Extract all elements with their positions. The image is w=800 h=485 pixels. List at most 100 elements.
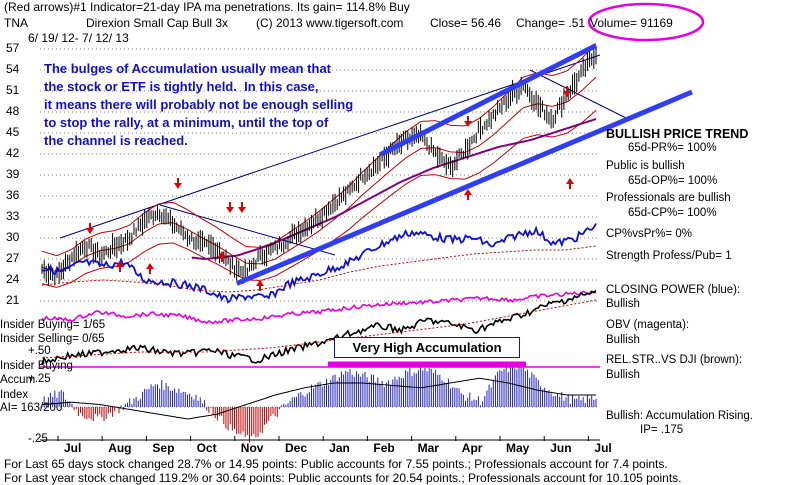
red-down-arrow-head [464, 121, 472, 127]
closing-power-state: Bullish [606, 298, 640, 310]
insider-selling: Insider Selling= 0/65 [0, 333, 105, 345]
footer-65-days: For Last 65 days stock changed 28.7% or … [4, 457, 668, 471]
footer-last-year: For Last year stock changed 119.2% or 30… [4, 471, 682, 485]
month-label: Oct [196, 441, 217, 455]
y-tick-label: 54 [6, 62, 20, 76]
volume-highlight-ellipse [587, 2, 705, 42]
trend-title: BULLISH PRICE TREND [606, 127, 749, 141]
ma-21-line [41, 76, 597, 272]
professionals-state: Professionals are bullish [606, 192, 731, 204]
date-range: 6/ 19/ 12- 7/ 12/ 13 [28, 31, 129, 45]
relstr-label: REL.STR..VS DJI (brown): [606, 354, 743, 366]
y-tick-label: 33 [6, 209, 20, 223]
y-tick-label: 36 [6, 188, 20, 202]
red-up-arrow-head [464, 189, 472, 195]
y-tick-label: 24 [6, 272, 20, 286]
accum-label: Accum [0, 374, 36, 386]
header-line1: (Red arrows)#1 Indicator=21-day IPA ma p… [4, 0, 410, 14]
descending-trendline-2 [529, 69, 631, 121]
y-tick-label: 57 [6, 41, 20, 55]
month-label: Jan [329, 441, 350, 455]
pr-value: 65d-PR%= 100% [628, 142, 717, 154]
volume-value: Volume= 91169 [590, 16, 673, 30]
ip-value: IP= .175 [640, 424, 684, 436]
red-down-arrow-head [86, 228, 94, 234]
closing-power-ma-series [41, 245, 597, 293]
relstr-line [41, 289, 597, 365]
relstr-series [41, 289, 597, 365]
copyright: (C) 2013 www.tigersoft.com [256, 16, 404, 30]
channel-line [380, 43, 598, 157]
index-label: Index [0, 389, 29, 401]
accum-ma-line [41, 377, 596, 420]
closing-power-label: CLOSING POWER (blue): [606, 284, 741, 296]
change-value: Change= .51 [516, 16, 586, 30]
channel-lines [235, 43, 693, 286]
ticker-label: TNA [4, 16, 28, 30]
month-label: Apr [461, 441, 483, 455]
red-up-arrow-head [256, 280, 264, 286]
closing-power-line [41, 223, 597, 304]
op-value: 65d-OP%= 100% [628, 175, 718, 187]
ma-long-line [191, 118, 597, 261]
accum-histogram [41, 361, 597, 443]
accum-plus50: +.50 [28, 345, 51, 357]
strength-ratio: Strength Profess/Pub= 1 [606, 250, 732, 262]
closing-power-ma [41, 245, 597, 293]
ai-value: AI= 163/200 [0, 402, 63, 414]
relstr-state: Bullish [606, 369, 640, 381]
cp-value: 65d-CP%= 100% [628, 207, 717, 219]
very-high-accumulation-box: Very High Accumulation [334, 337, 520, 358]
y-tick-label: 30 [6, 230, 20, 244]
y-tick-label: 39 [6, 167, 20, 181]
month-label: Dec [285, 441, 308, 455]
relstr-ma-series [41, 299, 597, 359]
month-label: Feb [373, 441, 395, 455]
relstr-ma [41, 299, 597, 359]
red-up-arrow-head [218, 251, 226, 257]
accum-plus25: +.25 [28, 373, 51, 385]
month-label: Sep [152, 441, 175, 455]
y-tick-label: 27 [6, 251, 20, 265]
close-value: Close= 56.46 [430, 16, 502, 30]
signal-arrows [86, 86, 574, 291]
red-down-arrow-head [174, 183, 182, 189]
x-axis-ticks [40, 436, 600, 441]
y-tick-label: 42 [6, 146, 20, 160]
y-tick-label: 21 [6, 293, 20, 307]
obv-state: Bullish [606, 334, 640, 346]
red-up-arrow-head [116, 261, 124, 267]
accum-state: Bullish: Accumulation Rising. [606, 410, 754, 422]
insider-buying: Insider Buying= 1/65 [0, 319, 106, 331]
y-tick-label: 48 [6, 104, 20, 118]
red-down-arrow-head [226, 207, 234, 213]
month-label: Aug [108, 441, 132, 455]
month-label: May [506, 441, 530, 455]
red-up-arrow-head [566, 178, 574, 184]
accum-minus25: -.25 [28, 433, 48, 445]
red-down-arrow-head [238, 207, 246, 213]
month-label: Jul [64, 441, 82, 455]
y-tick-label: 45 [6, 125, 20, 139]
month-label: Nov [240, 441, 264, 455]
month-label: Jun [550, 441, 572, 455]
y-tick-label: 51 [6, 83, 20, 97]
descending-trendline [159, 204, 336, 256]
insider-buying-2: Insider Buying [0, 360, 73, 372]
ma-line-long [191, 118, 597, 261]
channel-line [235, 89, 693, 286]
fund-name: Direxion Small Cap Bull 3x [86, 16, 229, 30]
obv-line [41, 290, 597, 325]
obv-series [41, 290, 597, 325]
accumulation-note: The bulges of Accumulation usually mean … [44, 61, 354, 148]
month-label: Jul [594, 441, 612, 455]
long-term-trendline [59, 54, 601, 239]
public-state: Public is bullish [606, 160, 685, 172]
closing-power-series [41, 223, 597, 304]
cp-vs-pr: CP%vsPr%= 0% [606, 228, 692, 240]
ma-line [41, 76, 597, 272]
red-up-arrow-head [146, 263, 154, 269]
accum-ma-series [41, 377, 596, 420]
price-series [41, 45, 597, 286]
